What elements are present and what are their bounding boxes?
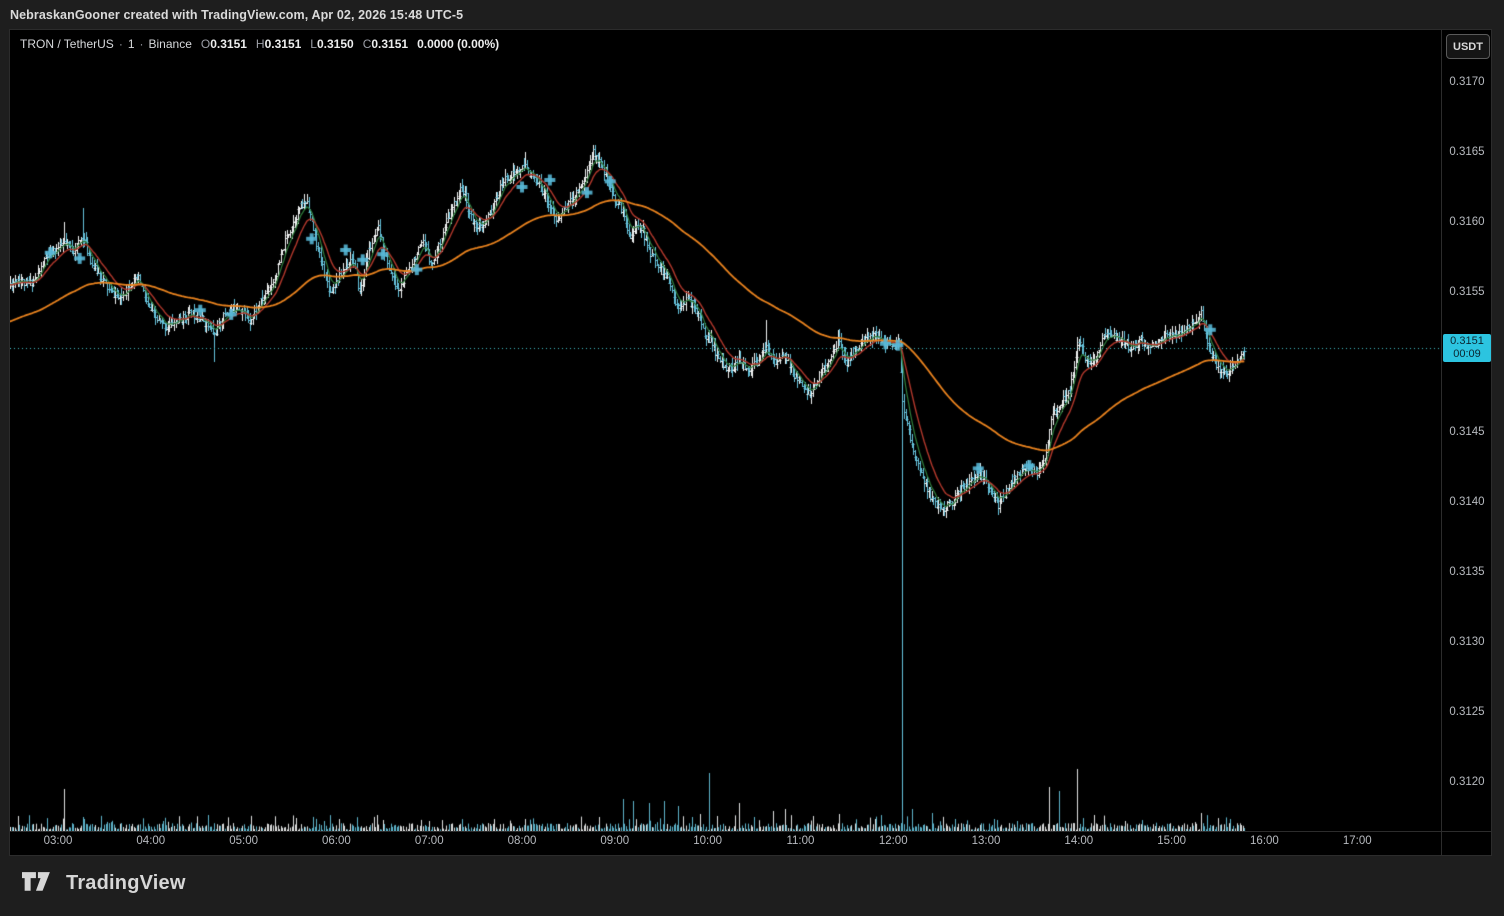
price-tick-label: 0.3170 — [1449, 76, 1485, 88]
price-axis[interactable]: USDT 0.3151 00:09 0.3170 0.3165 0.3160 0.31… — [1442, 30, 1492, 830]
legend-separator: · — [139, 37, 144, 51]
time-tick-label: 10:00 — [693, 835, 722, 847]
time-tick-label: 06:00 — [322, 835, 351, 847]
price-tick-label: 0.3135 — [1449, 566, 1485, 578]
interval-label: 1 — [127, 37, 135, 51]
time-tick-label: 12:00 — [878, 835, 908, 847]
symbol-title: TRON / TetherUS — [20, 37, 114, 51]
exchange-label: Binance — [148, 37, 192, 51]
last-price-value: 0.3151 — [1450, 335, 1484, 347]
price-tick-label: 0.3120 — [1449, 776, 1485, 788]
symbol-legend[interactable]: TRON / TetherUS · 1 · Binance O0.3151 H0… — [20, 37, 499, 51]
time-tick-label: 15:00 — [1157, 835, 1186, 847]
price-axis-separator — [1441, 30, 1442, 855]
tradingview-brand-text: TradingView — [66, 872, 186, 894]
time-axis[interactable]: 03:00 04:00 05:00 06:00 07:00 08:00 09:00 10:00… — [10, 831, 1491, 855]
tradingview-logo[interactable]: TradingView — [22, 872, 186, 895]
attribution-bar: NebraskanGooner created with TradingView… — [0, 0, 1504, 29]
ohlc-close: C0.3151 — [362, 37, 409, 51]
ohlc-low: L0.3150 — [310, 37, 354, 51]
change-value: 0.0000 (0.00%) — [417, 37, 500, 51]
time-tick-label: 08:00 — [507, 835, 537, 847]
legend-separator: · — [118, 37, 123, 51]
price-tick-label: 0.3165 — [1449, 146, 1485, 158]
footer-bar: TradingView — [0, 856, 1504, 916]
price-tick-label: 0.3155 — [1449, 286, 1485, 298]
time-tick-label: 07:00 — [414, 835, 444, 847]
chart-panel: TRON / TetherUS · 1 · Binance O0.3151 H0… — [9, 29, 1492, 856]
time-tick-label: 09:00 — [600, 835, 630, 847]
ohlc-open: O0.3151 — [200, 37, 247, 51]
price-tick-label: 0.3145 — [1449, 426, 1485, 438]
time-tick-label: 14:00 — [1064, 835, 1094, 847]
time-tick-label: 04:00 — [136, 835, 166, 847]
time-tick-label: 05:00 — [229, 835, 258, 847]
price-chart-canvas[interactable] — [10, 30, 1441, 831]
ohlc-high: H0.3151 — [255, 37, 302, 51]
time-tick-label: 17:00 — [1342, 835, 1372, 847]
bar-countdown: 00:09 — [1453, 348, 1481, 360]
time-tick-label: 13:00 — [971, 835, 1001, 847]
time-axis-separator — [10, 831, 1491, 832]
time-tick-label: 16:00 — [1250, 835, 1279, 847]
currency-unit-button[interactable]: USDT — [1446, 34, 1490, 59]
price-tick-label: 0.3125 — [1449, 706, 1485, 718]
tradingview-logo-icon — [22, 872, 50, 891]
attribution-text: NebraskanGooner created with TradingView… — [10, 7, 464, 22]
time-tick-label: 11:00 — [786, 835, 815, 847]
last-price-badge: 0.3151 00:09 — [1443, 334, 1491, 362]
price-tick-label: 0.3130 — [1449, 636, 1485, 648]
time-tick-label: 03:00 — [43, 835, 73, 847]
price-tick-label: 0.3140 — [1449, 496, 1485, 508]
price-tick-label: 0.3160 — [1449, 216, 1485, 228]
